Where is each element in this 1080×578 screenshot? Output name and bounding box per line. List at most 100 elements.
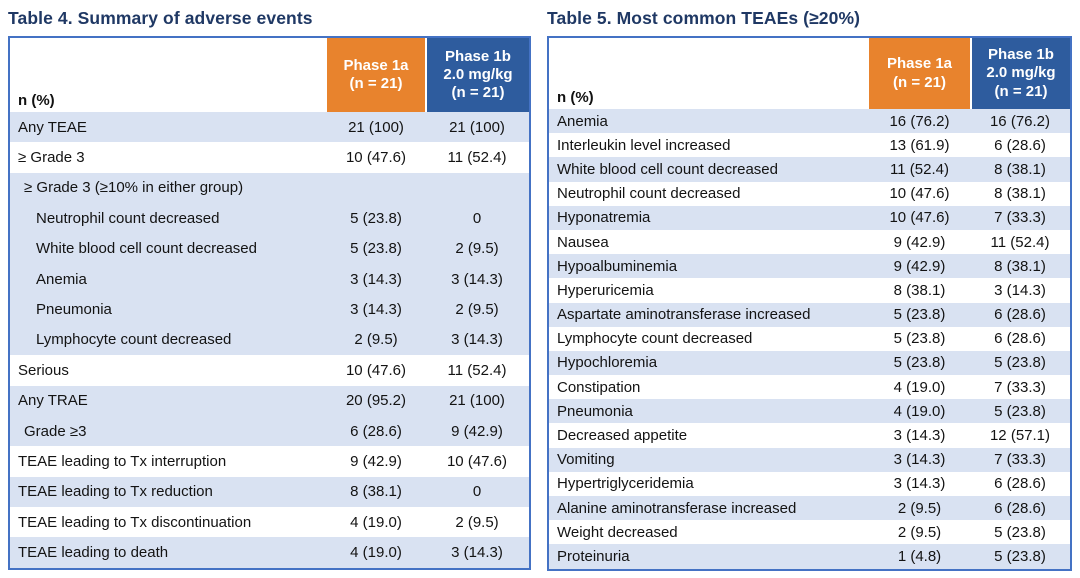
event-label: Lymphocyte count decreased: [557, 330, 753, 348]
table5-header-phase1a: Phase 1a (n = 21): [869, 38, 970, 109]
table4-header-n-percent: n (%): [10, 38, 327, 112]
event-label: White blood cell count decreased: [557, 160, 778, 178]
event-label: Lymphocyte count decreased: [36, 331, 232, 349]
phase1a-value: 8 (38.1): [893, 281, 946, 299]
phase1a-value: 3 (14.3): [893, 475, 946, 493]
table-row: Decreased appetite 3 (14.3) 12 (57.1): [549, 423, 1070, 448]
event-label: ≥ Grade 3: [18, 149, 85, 167]
phase1b-value: 2 (9.5): [455, 240, 499, 258]
phase1b-value: 2 (9.5): [455, 301, 499, 319]
table5-header-row: n (%) Phase 1a (n = 21) Phase 1b 2.0 mg/…: [549, 38, 1070, 109]
phase1a-value: 5 (23.8): [893, 306, 946, 324]
phase1a-value: 6 (28.6): [350, 422, 402, 440]
phase1a-value: 10 (47.6): [345, 149, 407, 167]
event-label: Any TRAE: [18, 392, 88, 410]
table-row: Anemia 3 (14.3) 3 (14.3): [10, 263, 529, 295]
event-label: TEAE leading to Tx reduction: [18, 483, 213, 501]
phase1b-value: 0: [472, 483, 482, 501]
table-row: Lymphocyte count decreased 5 (23.8) 6 (28.…: [549, 326, 1070, 351]
phase1a-value: 13 (61.9): [889, 136, 950, 154]
phase1b-value: 6 (28.6): [994, 306, 1046, 324]
phase1b-value: 3 (14.3): [451, 270, 503, 288]
phase1b-value: 12 (57.1): [989, 427, 1051, 445]
phase1b-value: 6 (28.6): [994, 475, 1046, 493]
phase1b-value: 3 (14.3): [451, 544, 503, 562]
table-row: Grade ≥3 6 (28.6) 9 (42.9): [10, 415, 529, 447]
phase1a-value: 4 (19.0): [350, 544, 402, 562]
table5-body: Anemia 16 (76.2) 16 (76.2) Interleukin leve…: [549, 109, 1070, 569]
phase1b-value: 3 (14.3): [994, 281, 1046, 299]
phase1a-value: 2 (9.5): [354, 331, 398, 349]
event-label: Decreased appetite: [557, 427, 688, 445]
phase1b-value: 6 (28.6): [994, 136, 1046, 154]
table-row: Hyperuricemia 8 (38.1) 3 (14.3): [549, 278, 1070, 303]
table4-title: Table 4. Summary of adverse events: [8, 8, 313, 28]
phase1b-value: 8 (38.1): [994, 185, 1046, 203]
table-row: Alanine aminotransferase increased 2 (9.5…: [549, 496, 1070, 521]
table-row: Hypochloremia 5 (23.8) 5 (23.8): [549, 350, 1070, 376]
event-label: Constipation: [557, 378, 641, 396]
phase1b-value: 11 (52.4): [447, 361, 507, 379]
phase1a-value: 21 (100): [348, 118, 404, 136]
event-label: Hyperuricemia: [557, 281, 654, 299]
phase1a-value: 16 (76.2): [889, 112, 950, 130]
table-row: TEAE leading to Tx interruption 9 (42.9) 1…: [10, 446, 529, 477]
table-row: TEAE leading to Tx discontinuation 4 (19.…: [10, 507, 529, 538]
table-row: Weight decreased 2 (9.5) 5 (23.8): [549, 520, 1070, 545]
table-row: TEAE leading to death 4 (19.0) 3 (14.3): [10, 537, 529, 568]
event-label: Anemia: [557, 112, 608, 130]
table-row: White blood cell count decreased 5 (23.8)…: [10, 233, 529, 264]
table-row: Vomiting 3 (14.3) 7 (33.3): [549, 447, 1070, 472]
table5-title: Table 5. Most common TEAEs (≥20%): [547, 8, 861, 28]
phase1a-value: 1 (4.8): [897, 547, 942, 565]
phase1b-value: 5 (23.8): [994, 523, 1046, 541]
phase1a-value: 3 (14.3): [893, 451, 946, 469]
table-row: Neutrophil count decreased 5 (23.8) 0: [10, 203, 529, 234]
phase1b-value: 8 (38.1): [994, 160, 1046, 178]
event-label: TEAE leading to Tx interruption: [18, 452, 227, 470]
phase1b-value: 6 (28.6): [994, 499, 1046, 517]
event-label: Hypertriglyceridemia: [557, 475, 694, 493]
event-label: Weight decreased: [557, 523, 678, 541]
phase1a-value: 5 (23.8): [350, 209, 402, 227]
phase1b-value: 21 (100): [449, 118, 505, 136]
event-label: Vomiting: [557, 451, 615, 469]
table-row: Neutrophil count decreased 10 (47.6) 8 (38…: [549, 181, 1070, 206]
adverse-events-panel: Table 4. Summary of adverse events n (%)…: [8, 6, 531, 570]
table-row: Any TEAE 21 (100) 21 (100): [10, 112, 529, 143]
table4-header-phase1a: Phase 1a (n = 21): [327, 38, 425, 112]
table4-body: Any TEAE 21 (100) 21 (100) ≥ Grade 3 10 (47.…: [10, 112, 529, 568]
phase1a-value: 2 (9.5): [897, 523, 942, 541]
table-row: Constipation 4 (19.0) 7 (33.3): [549, 375, 1070, 400]
phase1a-value: 10 (47.6): [889, 185, 950, 203]
phase1a-value: 9 (42.9): [893, 257, 946, 275]
event-label: Grade ≥3: [24, 422, 87, 440]
phase1b-value: 8 (38.1): [994, 257, 1046, 275]
event-label: Anemia: [36, 270, 87, 288]
phase1b-value: 5 (23.8): [994, 354, 1046, 372]
event-label: Aspartate aminotransferase increased: [557, 306, 811, 324]
table-row: Interleukin level increased 13 (61.9) 6 (2…: [549, 133, 1070, 158]
phase1b-value: 0: [472, 209, 482, 227]
table-row: Pneumonia 4 (19.0) 5 (23.8): [549, 399, 1070, 424]
table-row: TEAE leading to Tx reduction 8 (38.1) 0: [10, 476, 529, 508]
phase1b-value: 9 (42.9): [451, 422, 503, 440]
phase1a-value: 3 (14.3): [350, 301, 402, 319]
phase1b-value: 5 (23.8): [994, 547, 1046, 565]
table-row: Any TRAE 20 (95.2) 21 (100): [10, 385, 529, 416]
event-label: Pneumonia: [36, 301, 112, 319]
phase1a-value: 5 (23.8): [350, 240, 402, 258]
phase1b-value: 7 (33.3): [994, 209, 1046, 227]
event-label: Hypochloremia: [557, 354, 658, 372]
phase1a-value: 3 (14.3): [350, 270, 402, 288]
event-label: TEAE leading to Tx discontinuation: [18, 513, 252, 531]
event-label: TEAE leading to death: [18, 544, 169, 562]
phase1a-value: 5 (23.8): [893, 330, 946, 348]
phase1a-value: 4 (19.0): [893, 402, 946, 420]
event-label: Neutrophil count decreased: [557, 185, 741, 203]
phase1b-value: 2 (9.5): [455, 513, 499, 531]
event-label: Serious: [18, 361, 69, 379]
table-row: White blood cell count decreased 11 (52.4…: [549, 157, 1070, 182]
phase1b-value: 11 (52.4): [990, 233, 1050, 251]
table-row: Serious 10 (47.6) 11 (52.4): [10, 355, 529, 386]
